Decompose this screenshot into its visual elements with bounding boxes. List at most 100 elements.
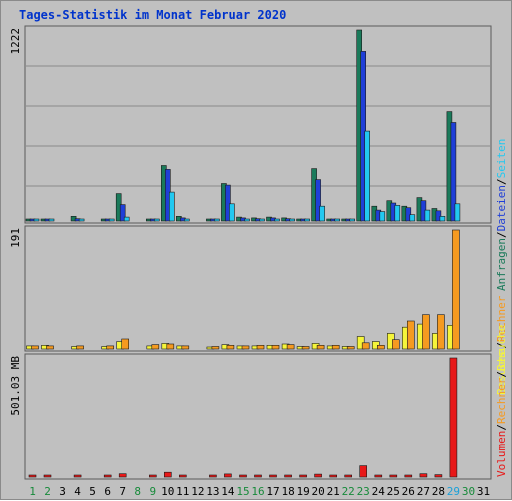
bar-rechner-day-10: [166, 343, 175, 350]
bar-dateien-day-20: [315, 179, 321, 222]
bar-rechner-day-18: [286, 344, 295, 350]
bar-seiten-day-28: [439, 216, 446, 222]
bar-volumen-day-14: [224, 473, 232, 478]
bar-seiten-day-11: [184, 218, 190, 222]
x-tick-label-day-21: 21: [327, 485, 340, 498]
x-tick-label-day-13: 13: [206, 485, 219, 498]
bar-seiten-day-23: [364, 130, 371, 222]
bar-volumen-day-28: [434, 474, 443, 478]
x-tick-label-day-22: 22: [342, 485, 355, 498]
x-tick-label-day-31: 31: [477, 485, 490, 498]
panel-1-box: [24, 25, 492, 224]
x-tick-label-day-5: 5: [89, 485, 96, 498]
x-tick-label-day-12: 12: [191, 485, 204, 498]
bar-dateien-day-7: [119, 204, 126, 222]
bar-volumen-day-22: [344, 474, 353, 478]
bar-dateien-day-28: [435, 210, 442, 222]
legend-top-item: Dateien: [495, 185, 508, 231]
chart-title: Tages-Statistik im Monat Februar 2020: [19, 8, 287, 22]
legend-top-item: /: [495, 178, 508, 185]
bar-rechner-day-1: [31, 345, 39, 350]
bar-volumen-day-19: [299, 474, 307, 478]
bar-rechner-day-23: [361, 342, 370, 350]
bar-seiten-day-2: [48, 218, 55, 222]
bar-volumen-day-11: [179, 474, 187, 478]
bar-volumen-day-24: [374, 474, 383, 478]
x-tick-label-day-7: 7: [119, 485, 126, 498]
bar-rechner-day-13: [211, 346, 220, 350]
bar-volumen-day-25: [389, 474, 398, 478]
bar-rechner-day-24: [376, 344, 385, 350]
legend-middle: Besuche/Rechner: [495, 295, 508, 395]
bar-seiten-day-4: [78, 218, 85, 222]
legend-bottom: Volumen/Rechner/Besuche: [495, 325, 508, 477]
bar-volumen-day-1: [28, 474, 37, 478]
y-max-label-panel-1: 1222: [9, 28, 22, 55]
bar-volumen-day-4: [73, 474, 82, 478]
bar-seiten-day-20: [319, 205, 325, 222]
x-tick-label-day-18: 18: [281, 485, 294, 498]
x-tick-label-day-16: 16: [251, 485, 264, 498]
x-tick-label-day-14: 14: [221, 485, 235, 498]
legend-bottom-item: /: [495, 371, 508, 378]
x-tick-label-day-9: 9: [149, 485, 156, 498]
bar-rechner-day-9: [151, 344, 160, 350]
bar-rechner-day-19: [301, 346, 310, 350]
bar-rechner-day-14: [226, 344, 235, 350]
legend-top: Anfragen/Dateien/Seiten: [495, 139, 508, 291]
x-tick-label-day-20: 20: [311, 485, 324, 498]
y-max-label-panel-3: 501.03 MB: [9, 356, 22, 416]
x-tick-label-day-28: 28: [432, 485, 445, 498]
bar-rechner-day-26: [406, 320, 415, 350]
bar-rechner-day-28: [437, 314, 445, 350]
bar-volumen-day-26: [404, 474, 413, 478]
bar-rechner-day-29: [452, 229, 460, 350]
x-tick-label-day-19: 19: [296, 485, 309, 498]
x-tick-label-day-11: 11: [176, 485, 189, 498]
bar-seiten-day-25: [394, 205, 401, 222]
bar-seiten-day-16: [259, 218, 265, 222]
bar-seiten-day-15: [244, 218, 250, 222]
x-tick-label-day-3: 3: [59, 485, 66, 498]
bar-seiten-day-14: [229, 203, 235, 222]
bar-rechner-day-21: [331, 344, 340, 350]
x-tick-label-day-23: 23: [357, 485, 370, 498]
bar-rechner-day-16: [256, 344, 265, 350]
bar-seiten-day-13: [214, 218, 220, 222]
bar-volumen-day-18: [284, 474, 292, 478]
bar-seiten-day-29: [454, 203, 461, 222]
bar-rechner-day-2: [46, 345, 54, 350]
bar-volumen-day-23: [359, 465, 368, 478]
x-tick-label-day-15: 15: [236, 485, 249, 498]
bar-rechner-day-11: [181, 345, 190, 350]
bar-rechner-day-27: [422, 314, 430, 350]
legend-bottom-item: Volumen: [495, 431, 508, 477]
legend-top-item: Seiten: [495, 139, 508, 179]
bar-seiten-day-19: [304, 218, 310, 222]
x-tick-label-day-1: 1: [29, 485, 36, 498]
bar-dateien-day-26: [405, 207, 412, 222]
bar-volumen-day-13: [209, 474, 217, 478]
bar-dateien-day-29: [450, 122, 457, 222]
bar-volumen-day-10: [164, 471, 172, 478]
bar-volumen-day-21: [329, 474, 338, 478]
legend-top-item: Anfragen: [495, 238, 508, 291]
bar-rechner-day-25: [391, 339, 400, 350]
bar-volumen-day-9: [149, 474, 157, 478]
bar-volumen-day-16: [254, 474, 262, 478]
legend-bottom-item: Besuche: [495, 325, 508, 371]
bar-rechner-day-20: [316, 344, 325, 350]
bar-volumen-day-17: [269, 474, 277, 478]
bar-seiten-day-7: [123, 216, 130, 222]
legend-bottom-item: Rechner: [495, 377, 508, 424]
legend-bottom-item: /: [495, 424, 508, 431]
x-tick-label-day-10: 10: [161, 485, 174, 498]
x-tick-label-day-17: 17: [266, 485, 279, 498]
bar-volumen-day-27: [419, 473, 428, 478]
bar-seiten-day-1: [33, 218, 40, 222]
x-tick-label-day-4: 4: [74, 485, 81, 498]
bar-seiten-day-21: [334, 218, 341, 222]
x-tick-label-day-6: 6: [104, 485, 111, 498]
bar-rechner-day-15: [241, 345, 250, 350]
bar-rechner-day-4: [76, 345, 84, 350]
